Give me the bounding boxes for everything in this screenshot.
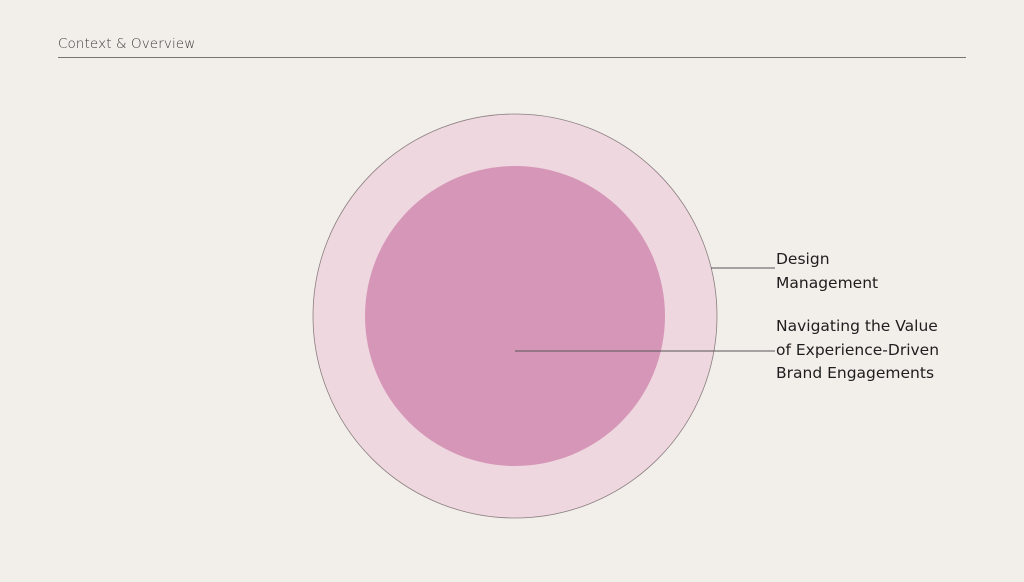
inner-circle	[365, 166, 665, 466]
header-divider	[58, 57, 966, 58]
label-line: Brand Engagements	[776, 364, 935, 382]
label-line: Design	[776, 250, 830, 268]
inner-circle-label: Navigating the Value of Experience-Drive…	[776, 315, 939, 386]
label-line: Navigating the Value	[776, 317, 938, 335]
label-line: of Experience-Driven	[776, 340, 940, 359]
outer-circle-label: Design Management	[776, 248, 878, 295]
label-line: Management	[776, 273, 879, 292]
page-title: Context & Overview	[58, 36, 196, 52]
